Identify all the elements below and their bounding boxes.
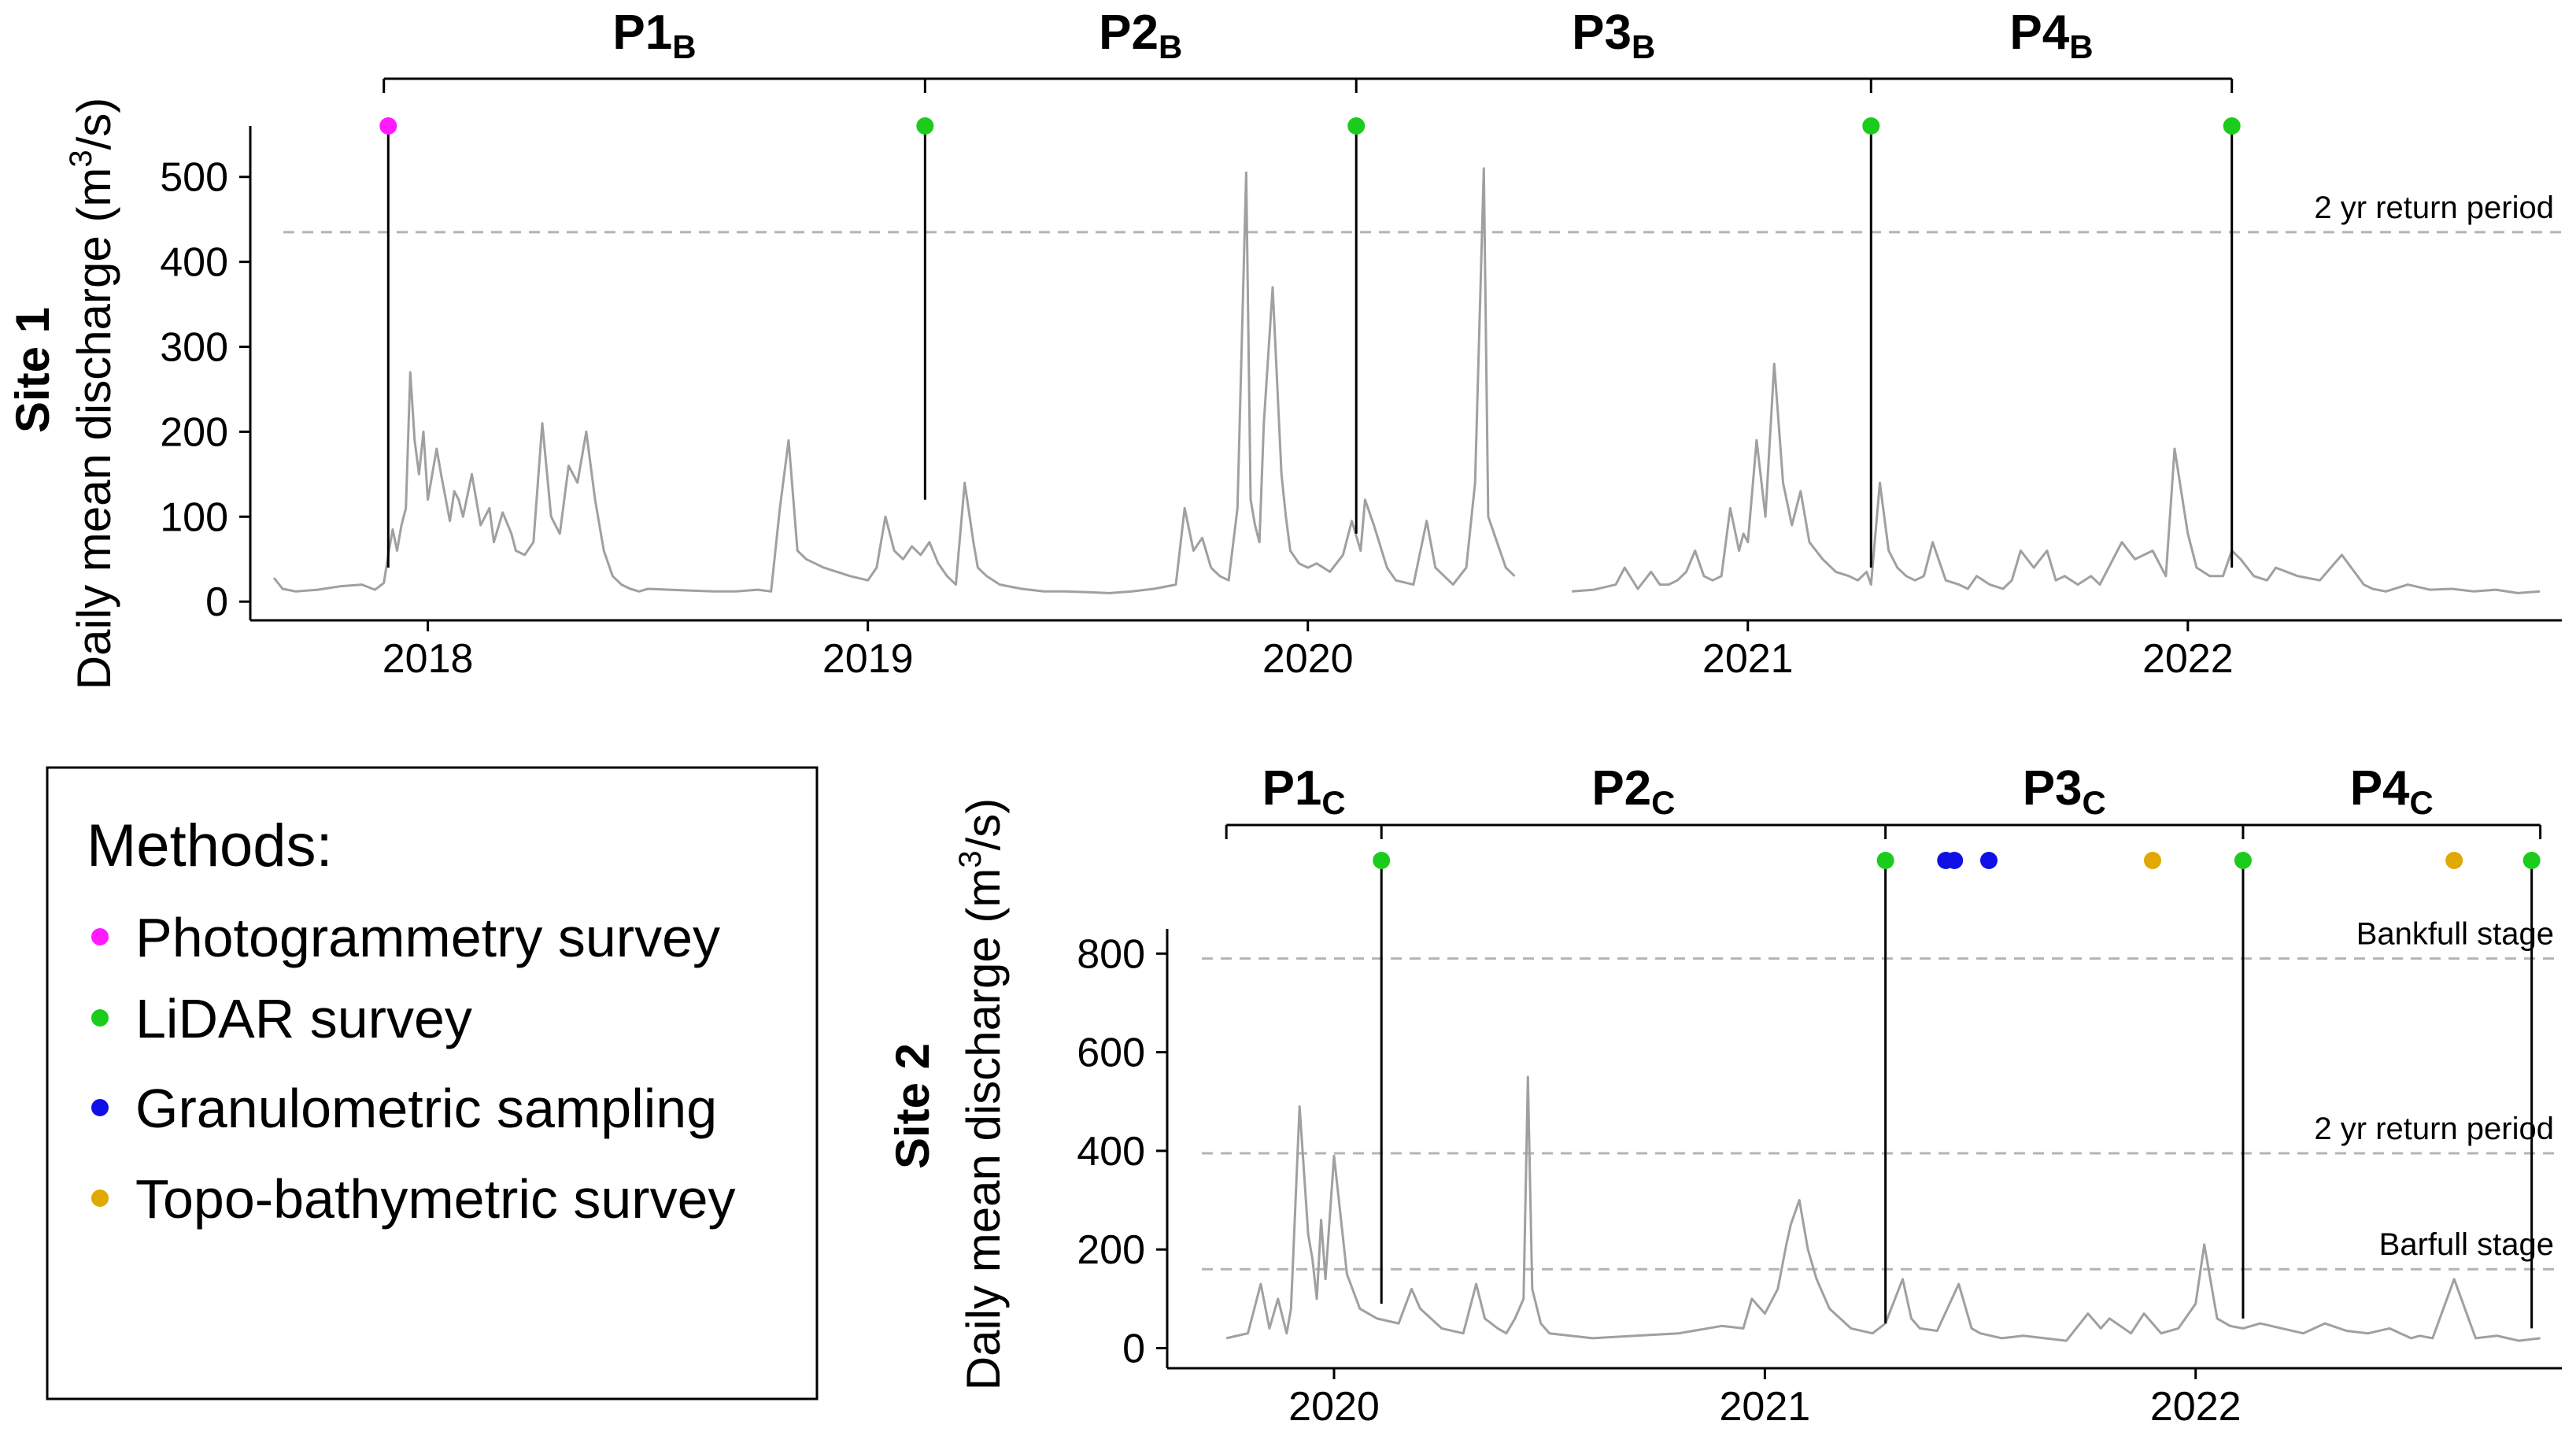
y-tick-label: 200 — [1077, 1227, 1145, 1273]
site1-chart: 0 100 200 300 400 500 2018 2019 2020 2021 2022 2 yr… — [6, 6, 2562, 690]
discharge-series-line — [1571, 362, 2541, 594]
site2-chart: 0 200 400 600 800 2020 2021 2022 Bankfull stage 2… — [886, 761, 2562, 1430]
reference-line-label: 2 yr return period — [2314, 191, 2554, 225]
legend-item-photogrammetry: Photogrammetry survey — [91, 907, 720, 968]
survey-marker — [379, 117, 397, 135]
reference-line-label: Bankfull stage — [2356, 917, 2554, 952]
survey-marker — [1373, 852, 1391, 869]
period-label: P4C — [2350, 761, 2434, 821]
y-tick-label: 100 — [160, 494, 228, 540]
period-label: P1B — [612, 6, 696, 65]
survey-marker — [1876, 852, 1894, 869]
legend-item-lidar: LiDAR survey — [91, 988, 472, 1049]
x-tick-label: 2021 — [1720, 1384, 1811, 1430]
legend-item-label: Photogrammetry survey — [135, 907, 720, 968]
period-label: P2C — [1591, 761, 1675, 821]
y-tick-label: 300 — [160, 325, 228, 371]
legend-item-topo-bathymetric: Topo-bathymetric survey — [91, 1168, 736, 1230]
legend-title: Methods: — [87, 812, 333, 879]
y-tick-label: 600 — [1077, 1030, 1145, 1076]
granulometric-marker-icon — [91, 1099, 109, 1116]
y-tick-label: 200 — [160, 409, 228, 455]
y-tick-label: 800 — [1077, 931, 1145, 977]
survey-marker — [2144, 852, 2161, 869]
legend: Methods: Photogrammetry survey LiDAR sur… — [46, 766, 819, 1400]
legend-item-label: LiDAR survey — [135, 988, 472, 1049]
survey-marker — [1980, 852, 1998, 869]
survey-marker — [2445, 852, 2463, 869]
survey-marker — [2223, 117, 2241, 135]
survey-marker — [916, 117, 934, 135]
y-tick-label: 400 — [1077, 1129, 1145, 1175]
period-label: P1C — [1262, 761, 1346, 821]
y-tick-label: 0 — [1122, 1326, 1145, 1371]
topo-bathymetric-marker-icon — [91, 1190, 109, 1207]
discharge-series-line — [1225, 1075, 2541, 1342]
reference-line-label: Barfull stage — [2379, 1227, 2554, 1262]
survey-marker — [1347, 117, 1366, 135]
site-label: Site 2 — [886, 1043, 939, 1169]
x-tick-label: 2020 — [1288, 1384, 1380, 1430]
y-tick-label: 500 — [160, 155, 228, 201]
x-tick-label: 2020 — [1262, 636, 1354, 682]
photogrammetry-marker-icon — [91, 928, 109, 945]
x-tick-label: 2019 — [822, 636, 914, 682]
survey-marker — [2234, 852, 2252, 869]
period-label: P3B — [1572, 6, 1655, 65]
period-label: P3C — [2023, 761, 2106, 821]
legend-item-granulometric: Granulometric sampling — [91, 1078, 717, 1139]
survey-marker — [1862, 117, 1880, 135]
discharge-series-line — [272, 167, 1516, 594]
survey-marker — [2522, 852, 2541, 869]
site-label: Site 1 — [6, 307, 59, 433]
x-tick-label: 2022 — [2142, 636, 2234, 682]
lidar-marker-icon — [91, 1009, 109, 1027]
y-tick-label: 0 — [205, 579, 228, 625]
reference-line-label: 2 yr return period — [2314, 1112, 2554, 1146]
x-tick-label: 2021 — [1702, 636, 1794, 682]
x-tick-label: 2018 — [383, 636, 474, 682]
x-tick-label: 2022 — [2150, 1384, 2242, 1430]
legend-item-label: Granulometric sampling — [135, 1078, 717, 1139]
y-axis-label: Daily mean discharge (m3/s) — [953, 798, 1010, 1390]
y-tick-label: 400 — [160, 240, 228, 286]
legend-item-label: Topo-bathymetric survey — [135, 1168, 736, 1230]
period-label: P2B — [1099, 6, 1182, 65]
legend-box — [46, 766, 819, 1400]
survey-marker — [1946, 852, 1964, 869]
period-label: P4B — [2009, 6, 2093, 65]
y-axis-label: Daily mean discharge (m3/s) — [64, 98, 120, 690]
